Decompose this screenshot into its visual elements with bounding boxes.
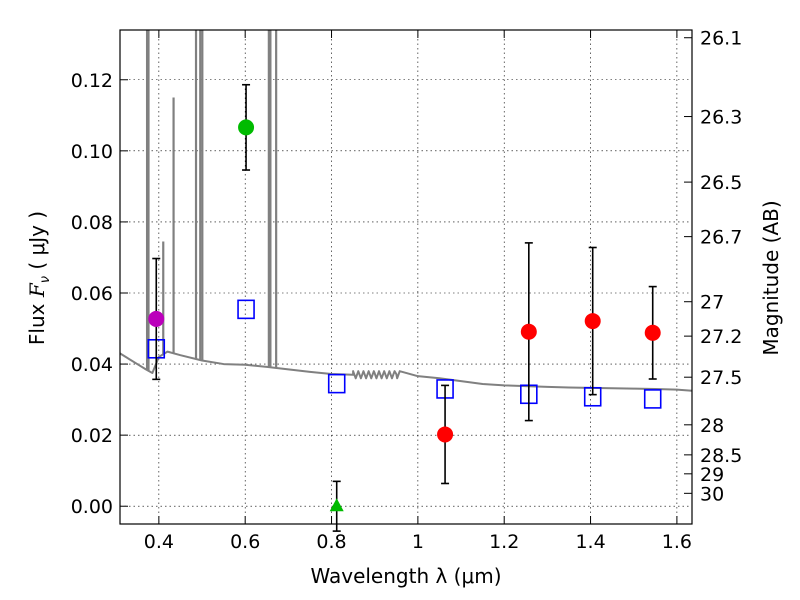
plot-frame [119, 29, 693, 525]
y-tick-label: 0.12 [71, 70, 113, 92]
right-tick-label: 28 [700, 415, 724, 437]
x-tick-label: 1.4 [575, 531, 605, 553]
observed-photometry-series [148, 83, 661, 532]
x-tick-label: 1.2 [489, 531, 519, 553]
flux-point-marker [437, 426, 454, 443]
right-tick-label: 26.5 [700, 172, 742, 194]
model-spectrum [119, 30, 693, 392]
spectrum-continuum [119, 350, 693, 392]
right-tick-label: 27.5 [700, 367, 742, 389]
y-tick-label: 0.04 [71, 354, 113, 376]
x-axis-label: Wavelength λ (μm) [310, 564, 501, 588]
y-axis-label: Flux Fν ( μJy ) [25, 211, 53, 345]
right-tick-label: 30 [700, 483, 724, 505]
upper-limit-marker [329, 498, 344, 512]
right-tick-label: 26.1 [700, 28, 742, 50]
right-tick-label: 27.2 [700, 326, 742, 348]
right-tick-label: 26.7 [700, 227, 742, 249]
flux-point-marker [238, 119, 255, 136]
y-tick-label: 0.10 [71, 141, 113, 163]
right-tick-label: 26.3 [700, 107, 742, 129]
y-tick-label: 0.08 [71, 212, 113, 234]
flux-point-marker [584, 313, 601, 330]
x-tick-label: 0.6 [230, 531, 260, 553]
model-photometry-series [147, 299, 662, 409]
x-tick-label: 1 [412, 531, 424, 553]
right-axis-label: Magnitude (AB) [759, 200, 783, 355]
right-tick-label: 29 [700, 464, 724, 486]
model-square-marker [643, 389, 662, 409]
grid [120, 30, 692, 524]
x-tick-label: 1.6 [662, 531, 692, 553]
x-tick-label: 0.8 [316, 531, 346, 553]
model-square-marker [327, 373, 346, 394]
y-tick-label: 0.02 [71, 425, 113, 447]
model-square-marker [237, 299, 255, 320]
flux-point-marker [148, 310, 165, 327]
axis-labels: Wavelength λ (μm) Flux Fν ( μJy ) Magnit… [25, 200, 783, 588]
flux-point-marker [644, 324, 661, 341]
axes: 0.4 0.6 0.8 1 1.2 1.4 1.6 0.00 0.02 0.04 0.06 0.08 0… [71, 28, 743, 553]
y-tick-label: 0.06 [71, 283, 113, 305]
right-tick-label: 27 [700, 292, 724, 314]
flux-point-marker [520, 323, 537, 340]
right-tick-label: 28.5 [700, 445, 742, 467]
x-tick-label: 0.4 [144, 531, 174, 553]
y-tick-label: 0.00 [71, 496, 113, 518]
